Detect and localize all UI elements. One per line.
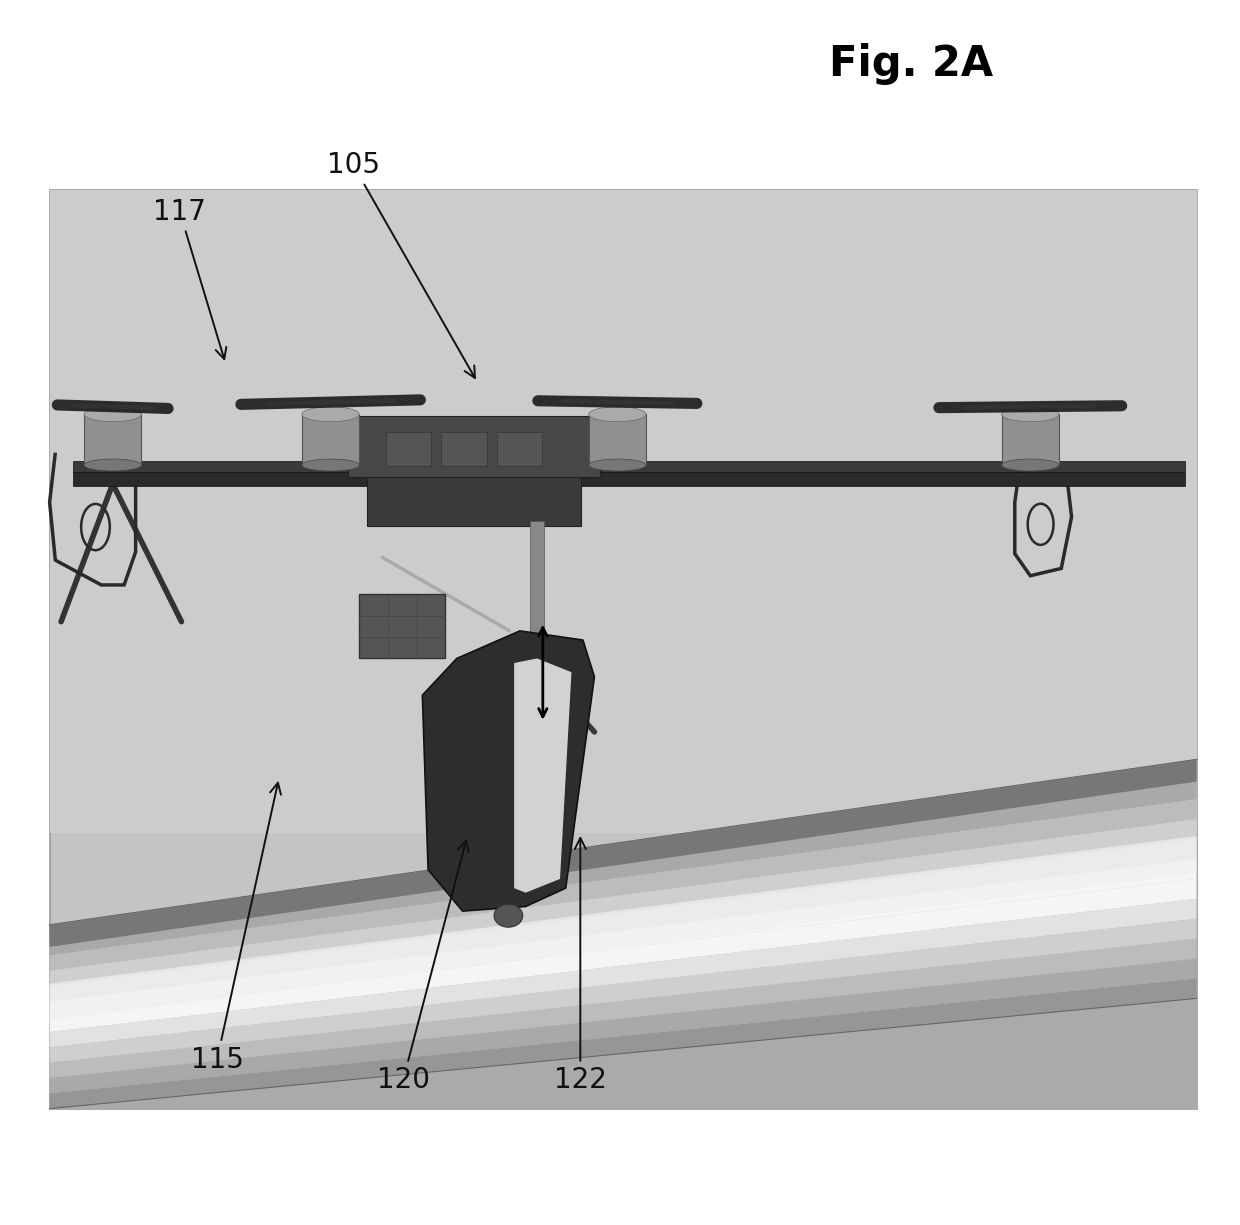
Ellipse shape	[589, 459, 646, 472]
Ellipse shape	[589, 407, 646, 421]
Polygon shape	[50, 835, 1197, 1020]
Bar	[386, 432, 432, 466]
Text: Fig. 2A: Fig. 2A	[830, 43, 993, 85]
Text: 122: 122	[554, 838, 606, 1094]
Ellipse shape	[1002, 407, 1059, 421]
Bar	[1002, 414, 1059, 466]
Bar	[50, 190, 1197, 1109]
Ellipse shape	[303, 459, 360, 472]
Polygon shape	[50, 919, 1197, 1062]
Polygon shape	[50, 760, 1197, 947]
Polygon shape	[50, 998, 1197, 1109]
Ellipse shape	[84, 407, 141, 421]
Text: 105: 105	[327, 152, 475, 377]
Polygon shape	[50, 938, 1197, 1078]
Bar	[589, 414, 646, 466]
Ellipse shape	[84, 459, 141, 472]
Text: 120: 120	[377, 840, 469, 1094]
Bar	[72, 472, 1185, 486]
Polygon shape	[50, 799, 1197, 970]
Polygon shape	[50, 859, 1197, 1017]
Ellipse shape	[303, 407, 360, 421]
Bar	[347, 417, 600, 477]
Polygon shape	[50, 880, 1197, 1031]
Polygon shape	[50, 839, 1197, 1002]
Polygon shape	[50, 760, 1197, 941]
Ellipse shape	[494, 904, 523, 927]
Bar	[50, 190, 1197, 833]
Bar	[303, 414, 360, 466]
Polygon shape	[423, 631, 594, 911]
Bar	[72, 462, 1185, 472]
Polygon shape	[50, 779, 1197, 956]
Polygon shape	[50, 899, 1197, 1047]
Ellipse shape	[1002, 459, 1059, 472]
Bar	[367, 477, 582, 527]
Bar	[531, 521, 544, 668]
Text: 117: 117	[154, 198, 227, 359]
Polygon shape	[515, 659, 572, 893]
Bar	[497, 432, 542, 466]
Polygon shape	[50, 979, 1197, 1109]
Bar	[441, 432, 486, 466]
Text: 115: 115	[191, 783, 281, 1073]
Bar	[360, 594, 445, 659]
Bar	[84, 414, 141, 466]
Polygon shape	[50, 958, 1197, 1093]
Polygon shape	[50, 986, 1197, 1109]
Polygon shape	[50, 820, 1197, 986]
